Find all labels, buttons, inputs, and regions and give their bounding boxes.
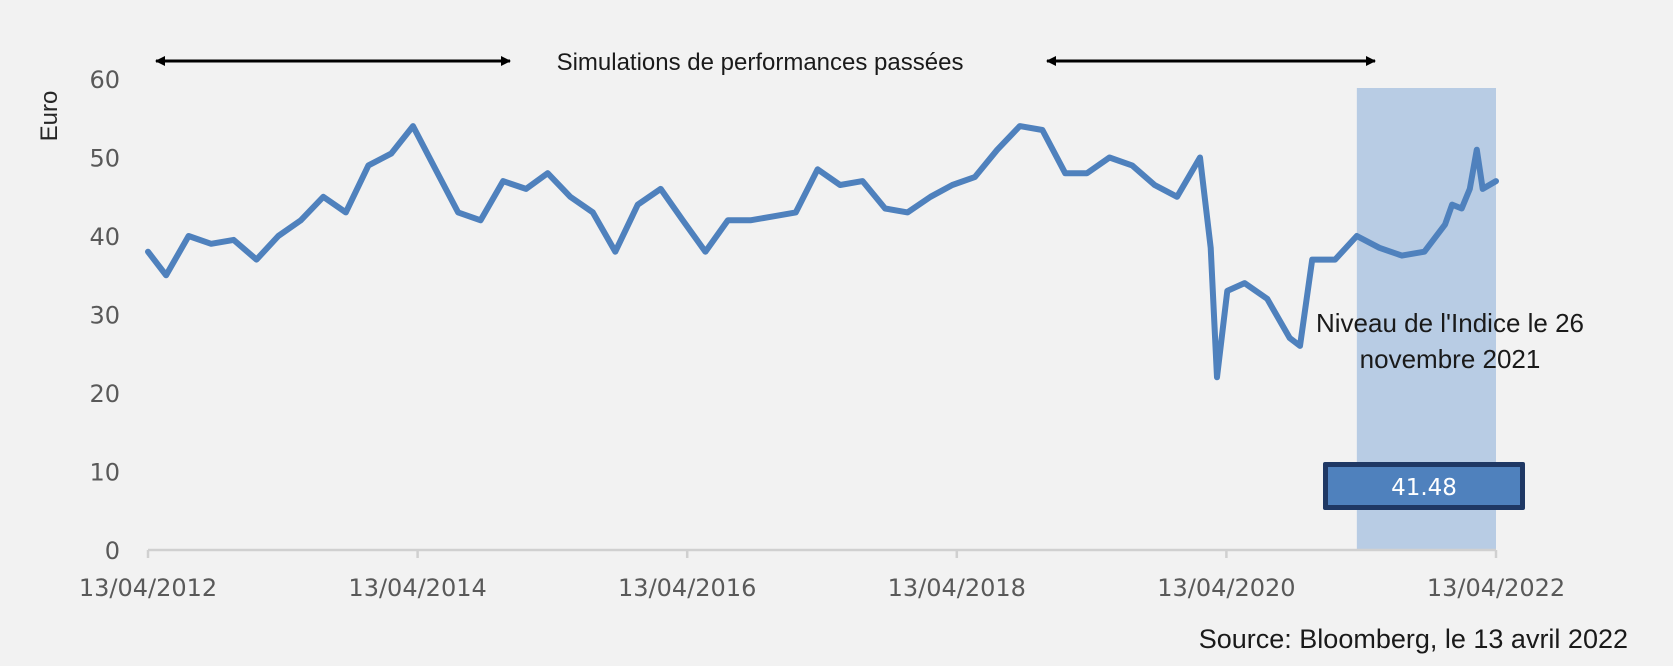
level-badge-value: 41.48 xyxy=(1391,475,1457,501)
y-tick-label: 10 xyxy=(89,459,120,487)
highlight-label-line1: Niveau de l'Indice le 26 xyxy=(1316,308,1584,338)
source-note: Source: Bloomberg, le 13 avril 2022 xyxy=(1199,624,1628,654)
x-tick-label: 13/04/2016 xyxy=(618,574,756,602)
y-axis-title: Euro xyxy=(36,91,63,142)
period-label: Simulations de performances passées xyxy=(557,49,964,76)
x-tick-label: 13/04/2014 xyxy=(348,574,486,602)
y-tick-label: 60 xyxy=(89,66,120,94)
x-tick-label: 13/04/2012 xyxy=(79,574,217,602)
y-tick-label: 40 xyxy=(89,223,120,251)
y-tick-label: 0 xyxy=(105,537,120,565)
highlight-label-line2: novembre 2021 xyxy=(1360,344,1541,374)
series-line xyxy=(145,123,1499,381)
x-tick-labels: 13/04/2012 13/04/2014 13/04/2016 13/04/2018… xyxy=(79,574,1565,602)
y-tick-label: 30 xyxy=(89,302,120,330)
x-tick-label: 13/04/2018 xyxy=(888,574,1026,602)
y-tick-label: 50 xyxy=(89,145,120,173)
level-badge: 41.48 xyxy=(1323,462,1525,510)
x-tick-marks xyxy=(146,550,1498,558)
x-tick-label: 13/04/2020 xyxy=(1157,574,1295,602)
x-tick-label: 13/04/2022 xyxy=(1427,574,1565,602)
y-tick-labels: 0 10 20 30 40 50 60 xyxy=(89,66,120,565)
y-tick-label: 20 xyxy=(89,380,120,408)
